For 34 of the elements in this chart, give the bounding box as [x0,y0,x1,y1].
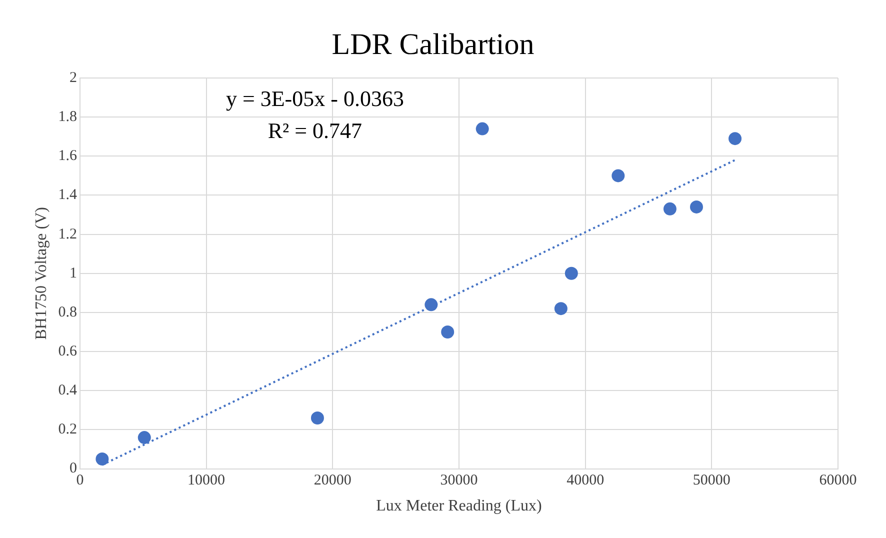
point [424,298,438,312]
y-tick-label: 0.6 [58,343,78,360]
y-tick-label: 0.4 [58,382,78,399]
y-axis-title: BH1750 Voltage (V) [32,207,50,340]
x-tick-label: 10000 [188,472,226,489]
point [310,411,324,424]
x-axis-title: Lux Meter Reading (Lux) [376,498,542,515]
point [96,452,109,466]
y-tick-label: 1.6 [58,148,78,164]
y-tick-label: 1 [69,265,77,282]
point [138,431,151,444]
x-tick-label: 20000 [314,472,352,489]
point [476,122,489,136]
y-tick-label: 1.4 [58,187,78,204]
chart-title: LDR Calibartion [332,28,534,61]
point [690,200,703,214]
annotation: y = 3E-05x - 0.0363 [226,86,404,111]
y-tick-label: 0.8 [58,304,77,320]
point [612,169,625,182]
y-tick-label: 0 [69,460,77,477]
y-tick-label: 2 [69,70,77,86]
y-tick-label: 0.2 [58,422,77,438]
point [554,302,568,316]
x-tick-label: 30000 [440,472,478,489]
annotation: R² = 0.747 [268,118,362,143]
point [728,132,742,146]
x-tick-label: 50000 [692,472,730,489]
y-tick-label: 1.2 [58,226,77,242]
x-tick-label: 60000 [819,472,857,489]
point [441,326,454,339]
point [663,202,676,216]
y-tick-label: 1.8 [58,109,77,126]
point [564,266,578,280]
x-tick-label: 40000 [566,472,604,489]
